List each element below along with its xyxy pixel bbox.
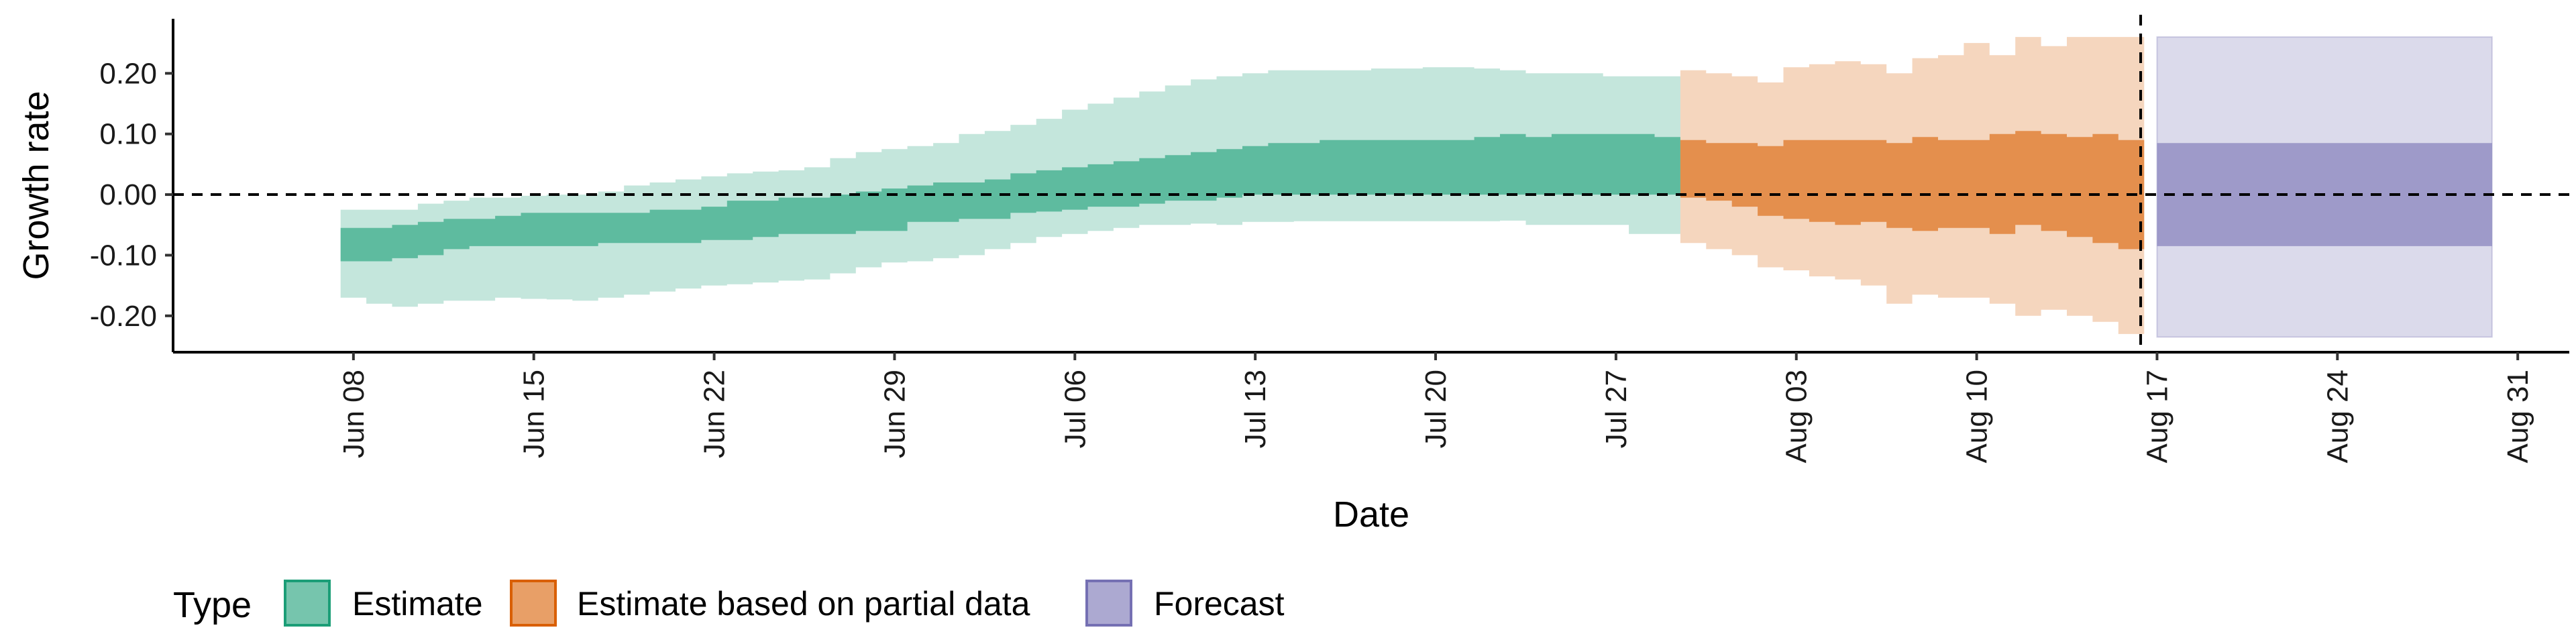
reference-lines <box>173 15 2569 352</box>
y-axis-ticks: 0.20 0.10 0.00 -0.10 -0.20 <box>90 57 173 333</box>
x-tick-label: Aug 03 <box>1780 370 1813 463</box>
y-axis-title: Growth rate <box>16 91 56 280</box>
y-tick-label: 0.10 <box>99 118 157 151</box>
ribbon-50-estimate <box>340 133 1680 262</box>
x-tick-label: Jun 29 <box>878 370 911 458</box>
legend-label-estimate: Estimate <box>352 585 483 623</box>
legend-key-estimate-based-on-partial-data <box>510 580 557 627</box>
x-tick-label: Jun 22 <box>698 370 731 458</box>
legend-title: Type <box>173 585 252 625</box>
x-tick-label: Jun 08 <box>337 370 370 458</box>
legend-key-estimate <box>284 580 331 627</box>
y-tick-label: 0.20 <box>99 57 157 90</box>
x-tick-label: Jul 06 <box>1059 370 1091 448</box>
legend-label-estimate-based-on-partial-data: Estimate based on partial data <box>577 585 1030 623</box>
y-tick-label: -0.10 <box>90 239 157 272</box>
x-tick-label: Jul 13 <box>1239 370 1272 448</box>
ribbon-layer <box>340 36 2493 338</box>
ribbon-50-estimate-based-on-partial-data <box>1680 131 2145 250</box>
x-tick-label: Jul 27 <box>1600 370 1633 448</box>
legend-key-forecast <box>1085 580 1132 627</box>
x-axis-title: Date <box>1333 494 1409 535</box>
legend-label-forecast: Forecast <box>1154 585 1285 623</box>
x-tick-label: Aug 10 <box>1961 370 1994 463</box>
y-tick-label: 0.00 <box>99 178 157 211</box>
x-tick-label: Aug 17 <box>2141 370 2174 463</box>
x-tick-label: Aug 24 <box>2321 370 2354 463</box>
x-tick-label: Jul 20 <box>1419 370 1452 448</box>
legend: Type Estimate Estimate based on partial d… <box>173 580 1285 627</box>
x-tick-label: Jun 15 <box>518 370 551 458</box>
x-axis-ticks: Jun 08 Jun 15 Jun 22 Jun 29 Jul 06 Jul 13 Jul … <box>337 352 2534 463</box>
y-tick-label: -0.20 <box>90 300 157 333</box>
x-tick-label: Aug 31 <box>2502 370 2534 463</box>
